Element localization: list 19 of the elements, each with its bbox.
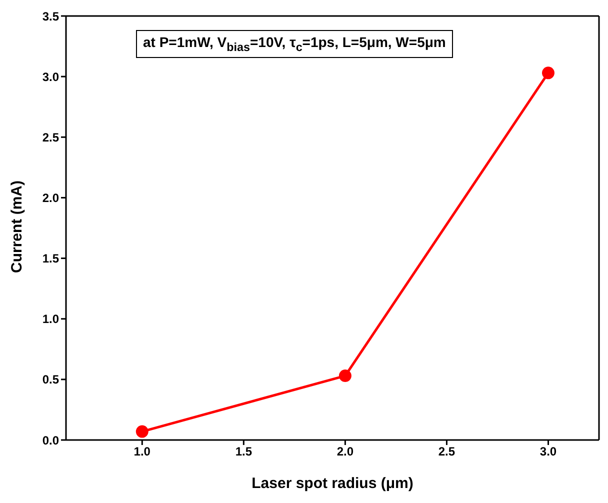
y-tick-label: 1.0 <box>42 312 60 326</box>
point <box>136 425 148 438</box>
point <box>338 370 352 382</box>
y-tick-label: 3.5 <box>42 9 60 24</box>
y-tick-label: 3.0 <box>42 70 60 84</box>
x-tick-label: 1.5 <box>235 444 252 459</box>
x-axis-title: Laser spot radius (μm) <box>252 475 414 492</box>
y-tick-label: 2.5 <box>42 130 60 144</box>
x-tick-label: 2.5 <box>438 444 456 459</box>
x-tick-label: 1.0 <box>134 444 151 459</box>
annotation: at P=1mW, V$_{bias}$=10V, τ$_{c}$=1ps, L=5μm, W=5μm <box>136 30 453 58</box>
y-tick-label: 0.0 <box>42 433 60 448</box>
x-tick-label: 3.0 <box>540 444 557 459</box>
y-tick-label: 0.5 <box>42 372 60 387</box>
y-tick-label: 1.5 <box>42 252 60 266</box>
y-axis-title: Current (mA) <box>8 180 26 273</box>
point <box>542 66 554 80</box>
x-tick-label: 2.0 <box>336 444 354 459</box>
y-tick-label: 2.0 <box>42 190 60 205</box>
